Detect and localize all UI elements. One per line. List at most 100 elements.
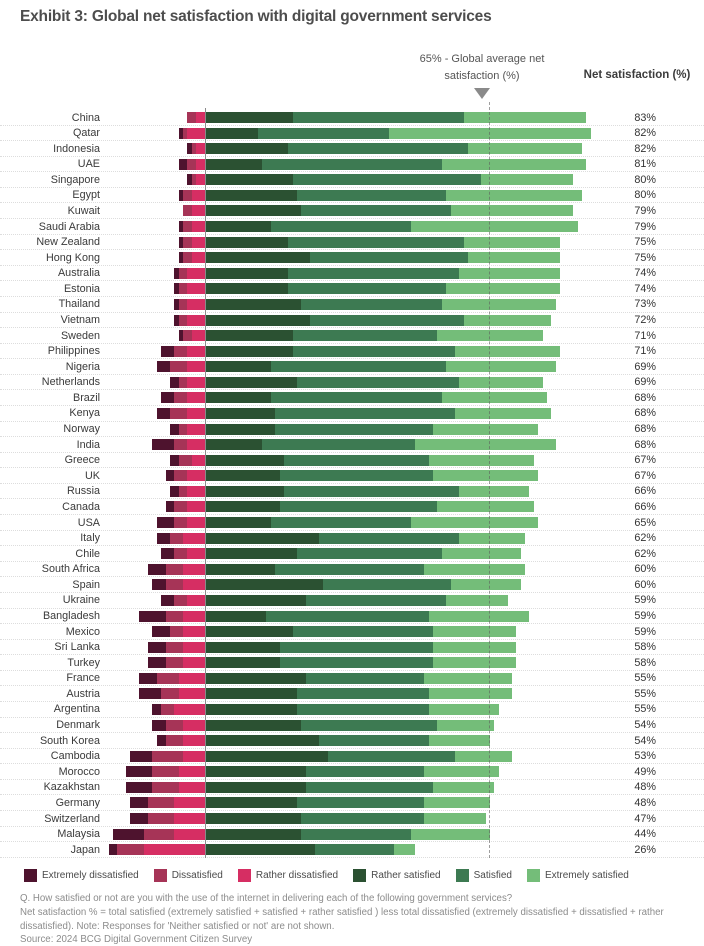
bar-segment-rather-satisfied (205, 174, 293, 186)
bar-segment-satisfied (279, 470, 433, 482)
bar-segment-rather-satisfied (205, 267, 289, 279)
bar-segment-extremely-satisfied (428, 688, 512, 700)
country-row: Qatar 82% (0, 126, 704, 142)
country-label: Qatar (72, 127, 100, 140)
legend-label: Satisfied (473, 870, 512, 881)
legend-label: Extremely satisfied (544, 870, 629, 881)
legend: Extremely dissatisfied Dissatisfied Rather… (24, 869, 629, 882)
country-label: UK (85, 469, 100, 482)
bar-segment-extremely-satisfied (424, 797, 491, 809)
bar-segment-satisfied (292, 330, 438, 342)
country-label: Kenya (69, 407, 100, 420)
bar-segment-rather-satisfied (205, 252, 311, 264)
net-satisfaction-value: 62% (634, 532, 656, 545)
bar-segment-rather-dissatisfied (183, 626, 205, 638)
bar-segment-rather-satisfied (205, 579, 324, 591)
legend-item: Satisfied (455, 869, 512, 882)
bar-segment-dissatisfied (174, 439, 188, 451)
bar-segment-rather-satisfied (205, 361, 271, 373)
global-average-annotation: 65% - Global average net satisfaction (%… (419, 53, 545, 82)
bar-segment-satisfied (314, 844, 394, 856)
bar-segment-rather-satisfied (205, 501, 280, 513)
bar-segment-extremely-satisfied (463, 112, 587, 123)
bar-segment-extremely-dissatisfied (161, 345, 175, 357)
net-satisfaction-value: 48% (634, 781, 656, 794)
bar-segment-rather-dissatisfied (183, 532, 205, 544)
country-row: Kenya 68% (0, 406, 704, 422)
bar-segment-rather-satisfied (205, 688, 298, 700)
country-row: Denmark 54% (0, 718, 704, 734)
country-label: Netherlands (41, 376, 100, 389)
bar-segment-extremely-satisfied (433, 781, 495, 793)
bar-segment-extremely-dissatisfied (147, 641, 166, 653)
bar-segment-rather-satisfied (205, 205, 302, 217)
bar-segment-rather-satisfied (205, 828, 302, 840)
bar-segment-dissatisfied (191, 174, 197, 186)
country-row: Hong Kong 75% (0, 250, 704, 266)
bar-segment-extremely-dissatisfied (187, 174, 192, 186)
zero-axis-line (205, 108, 206, 858)
bar-segment-satisfied (305, 781, 433, 793)
bar-segment-dissatisfied (165, 719, 184, 731)
bar-segment-satisfied (297, 688, 429, 700)
bar-segment-dissatisfied (161, 703, 175, 715)
bar-segment-rather-dissatisfied (183, 735, 205, 747)
bar-segment-rather-satisfied (205, 470, 280, 482)
bar-segment-extremely-dissatisfied (178, 158, 188, 170)
bar-segment-satisfied (262, 439, 416, 451)
legend-swatch-extremely-satisfied (526, 869, 540, 882)
bar-segment-dissatisfied (178, 283, 188, 295)
bar-segment-extremely-satisfied (441, 158, 587, 170)
bar-segment-satisfied (297, 376, 460, 388)
bar-segment-satisfied (288, 236, 464, 248)
bar-segment-extremely-dissatisfied (139, 672, 157, 684)
bar-segment-extremely-dissatisfied (139, 610, 166, 622)
country-row: Vietnam 72% (0, 313, 704, 329)
bar-segment-dissatisfied (183, 330, 192, 342)
bar-segment-rather-satisfied (205, 781, 306, 793)
net-satisfaction-value: 67% (634, 454, 656, 467)
bar-segment-extremely-satisfied (428, 610, 530, 622)
country-label: South Korea (39, 734, 100, 747)
bar-segment-satisfied (292, 345, 455, 357)
bar-segment-dissatisfied (152, 766, 179, 778)
country-label: China (71, 111, 100, 124)
country-row: New Zealand 75% (0, 235, 704, 251)
country-row: Ukraine 59% (0, 593, 704, 609)
bar-segment-satisfied (292, 626, 433, 638)
country-row: Thailand 73% (0, 297, 704, 313)
net-satisfaction-value: 49% (634, 765, 656, 778)
bar-segment-rather-dissatisfied (187, 423, 205, 435)
bar-segment-dissatisfied (178, 485, 188, 497)
bar-segment-rather-dissatisfied (187, 376, 205, 388)
bar-segment-extremely-dissatisfied (178, 236, 184, 248)
country-row: Chile 62% (0, 546, 704, 562)
bar-segment-extremely-dissatisfied (161, 594, 175, 606)
country-row: Brazil 68% (0, 390, 704, 406)
bar-segment-extremely-satisfied (437, 330, 543, 342)
legend-label: Rather dissatisfied (255, 870, 339, 881)
country-row: Italy 62% (0, 531, 704, 547)
bar-segment-satisfied (323, 579, 451, 591)
country-label: Vietnam (60, 314, 100, 327)
bar-segment-dissatisfied (183, 127, 188, 139)
bar-segment-dissatisfied (178, 298, 188, 310)
bar-segment-extremely-dissatisfied (156, 517, 175, 529)
bar-segment-extremely-dissatisfied (174, 283, 179, 295)
country-label: Greece (64, 454, 100, 467)
country-row: Austria 55% (0, 686, 704, 702)
bar-segment-dissatisfied (165, 657, 184, 669)
bar-segment-extremely-dissatisfied (108, 844, 118, 856)
bar-segment-satisfied (283, 454, 429, 466)
bar-segment-satisfied (301, 813, 425, 825)
net-satisfaction-value: 60% (634, 563, 656, 576)
bar-segment-satisfied (297, 703, 429, 715)
bar-segment-extremely-dissatisfied (178, 127, 184, 139)
bar-segment-satisfied (305, 672, 425, 684)
country-label: Turkey (67, 656, 100, 669)
bar-segment-extremely-dissatisfied (112, 828, 144, 840)
bar-segment-extremely-dissatisfied (174, 298, 179, 310)
bar-segment-satisfied (266, 610, 429, 622)
net-satisfaction-value: 59% (634, 610, 656, 622)
bar-segment-extremely-satisfied (459, 267, 561, 279)
